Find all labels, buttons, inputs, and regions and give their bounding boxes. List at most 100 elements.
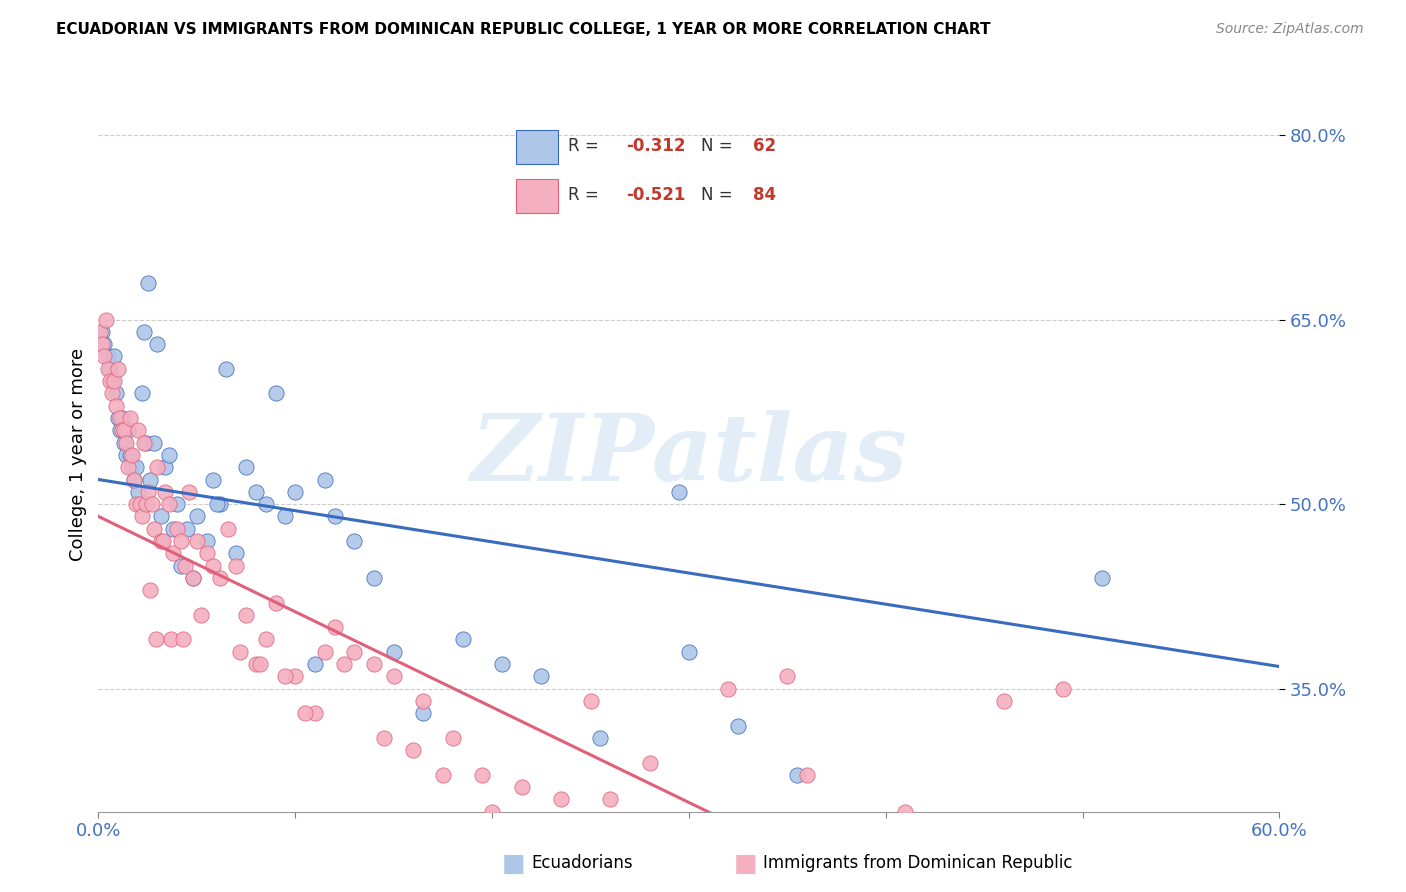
- Point: [264, 596, 287, 610]
- Point: [96, 312, 118, 326]
- Point: [254, 632, 277, 647]
- Point: [323, 509, 346, 524]
- Point: [481, 805, 503, 819]
- Point: [166, 522, 188, 536]
- Point: [136, 484, 159, 499]
- Text: R =: R =: [568, 186, 603, 204]
- Point: [97, 350, 120, 364]
- Point: [373, 731, 395, 745]
- Point: [131, 386, 153, 401]
- Point: [363, 571, 385, 585]
- Point: [201, 558, 224, 573]
- Text: 62: 62: [752, 137, 776, 155]
- Point: [150, 534, 173, 549]
- Text: ■: ■: [734, 852, 756, 875]
- Point: [363, 657, 385, 671]
- Point: [638, 756, 661, 770]
- Text: -0.312: -0.312: [626, 137, 686, 155]
- Point: [142, 435, 165, 450]
- Point: [245, 657, 267, 671]
- Point: [162, 522, 184, 536]
- Point: [98, 361, 121, 376]
- Point: [108, 423, 131, 437]
- Point: [121, 448, 143, 462]
- Point: [186, 534, 208, 549]
- Point: [530, 669, 553, 683]
- Point: [177, 484, 200, 499]
- Text: Ecuadorians: Ecuadorians: [531, 855, 633, 872]
- Point: [343, 645, 366, 659]
- Point: [166, 497, 188, 511]
- Point: [195, 534, 218, 549]
- Point: [118, 448, 141, 462]
- Point: [284, 669, 307, 683]
- Point: [155, 484, 177, 499]
- Point: [145, 632, 167, 647]
- Point: [172, 632, 194, 647]
- Text: -0.521: -0.521: [626, 186, 685, 204]
- Point: [127, 423, 149, 437]
- Point: [118, 411, 141, 425]
- Point: [284, 484, 307, 499]
- Text: ZIPatlas: ZIPatlas: [471, 410, 907, 500]
- Point: [215, 361, 238, 376]
- Point: [727, 718, 749, 732]
- Point: [471, 768, 494, 782]
- Point: [209, 571, 232, 585]
- Point: [412, 706, 434, 721]
- Point: [678, 645, 700, 659]
- Point: [796, 768, 818, 782]
- Point: [235, 607, 257, 622]
- Point: [127, 484, 149, 499]
- Point: [432, 768, 454, 782]
- Point: [314, 645, 336, 659]
- Point: [1091, 571, 1114, 585]
- Point: [174, 558, 197, 573]
- Point: [264, 386, 287, 401]
- Point: [249, 657, 271, 671]
- Point: [229, 645, 252, 659]
- Point: [141, 497, 163, 511]
- Point: [105, 386, 128, 401]
- Point: [150, 509, 173, 524]
- Point: [451, 632, 474, 647]
- Point: [274, 669, 297, 683]
- Point: [304, 706, 326, 721]
- Point: [181, 571, 204, 585]
- Point: [209, 497, 232, 511]
- Point: [894, 805, 917, 819]
- Point: [155, 460, 177, 475]
- Point: [131, 509, 153, 524]
- Text: 84: 84: [752, 186, 776, 204]
- Bar: [516, 130, 558, 164]
- Text: ECUADORIAN VS IMMIGRANTS FROM DOMINICAN REPUBLIC COLLEGE, 1 YEAR OR MORE CORRELA: ECUADORIAN VS IMMIGRANTS FROM DOMINICAN …: [56, 22, 991, 37]
- Point: [668, 484, 690, 499]
- Point: [993, 694, 1015, 708]
- Y-axis label: College, 1 year or more: College, 1 year or more: [69, 349, 87, 561]
- Point: [125, 497, 148, 511]
- Point: [135, 497, 157, 511]
- Point: [217, 522, 239, 536]
- Point: [138, 583, 160, 598]
- Point: [599, 792, 621, 806]
- Point: [776, 669, 799, 683]
- Point: [103, 374, 125, 388]
- Point: [294, 706, 316, 721]
- Point: [491, 657, 513, 671]
- Point: [304, 657, 326, 671]
- Point: [717, 681, 740, 696]
- Point: [91, 337, 114, 351]
- Point: [170, 534, 193, 549]
- Point: [125, 460, 148, 475]
- Point: [245, 484, 267, 499]
- Point: [132, 325, 155, 339]
- Point: [115, 435, 138, 450]
- Point: [112, 423, 135, 437]
- Point: [402, 743, 425, 757]
- Point: [107, 361, 129, 376]
- Text: N =: N =: [700, 186, 738, 204]
- Text: ■: ■: [502, 852, 524, 875]
- Point: [152, 534, 174, 549]
- Point: [314, 473, 336, 487]
- Point: [195, 546, 218, 560]
